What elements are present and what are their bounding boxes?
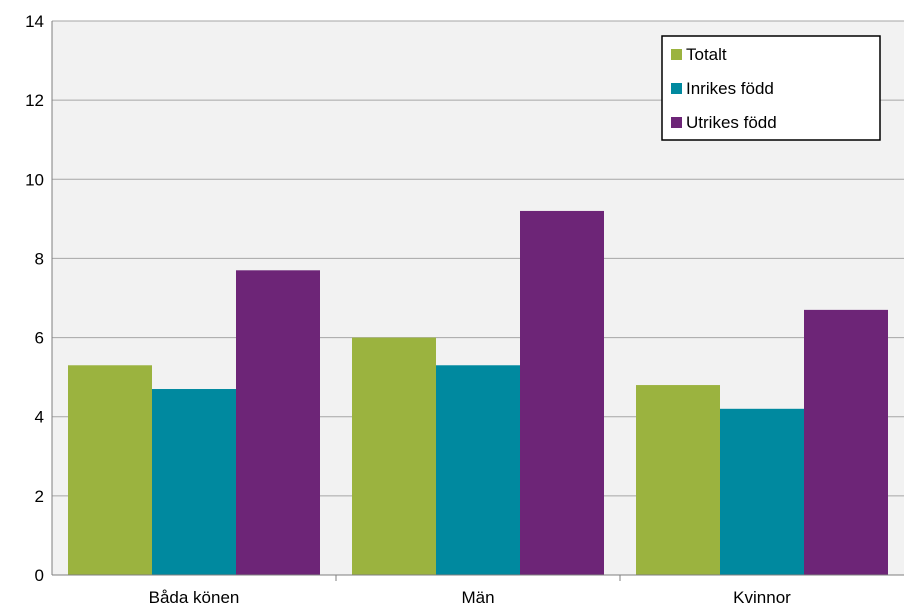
bar-inrikes-född — [436, 365, 520, 575]
legend-label: Inrikes född — [686, 79, 774, 98]
axes — [51, 21, 904, 581]
x-tick-label: Män — [461, 588, 494, 603]
legend: Totalt Inrikes född Utrikes född — [661, 35, 881, 141]
bar-utrikes-född — [520, 210, 604, 575]
bars — [68, 210, 888, 575]
legend-swatch — [671, 83, 682, 94]
x-tick-label: Kvinnor — [733, 588, 791, 603]
bar-utrikes-född — [804, 309, 888, 575]
x-tick-label: Båda könen — [149, 588, 240, 603]
legend-box — [661, 35, 881, 141]
legend-label: Utrikes född — [686, 113, 777, 132]
legend-swatch — [671, 49, 682, 60]
bar-inrikes-född — [720, 408, 804, 575]
y-tick-label: 8 — [35, 249, 44, 268]
y-tick-label: 2 — [35, 487, 44, 506]
legend-swatch — [671, 117, 682, 128]
bar-utrikes-född — [236, 270, 320, 575]
y-tick-label: 4 — [35, 408, 44, 427]
y-tick-label: 6 — [35, 329, 44, 348]
bar-totalt — [352, 337, 436, 575]
bar-totalt — [636, 385, 720, 575]
bar-inrikes-född — [152, 389, 236, 575]
bar-totalt — [68, 365, 152, 575]
y-tick-label: 10 — [25, 170, 44, 189]
x-tick-labels: Båda könen Män Kvinnor — [149, 588, 792, 603]
y-tick-labels: 0 2 4 6 8 10 12 14 — [25, 12, 44, 585]
y-tick-label: 0 — [35, 566, 44, 585]
legend-label: Totalt — [686, 45, 727, 64]
y-tick-label: 14 — [25, 12, 44, 31]
y-tick-label: 12 — [25, 91, 44, 110]
